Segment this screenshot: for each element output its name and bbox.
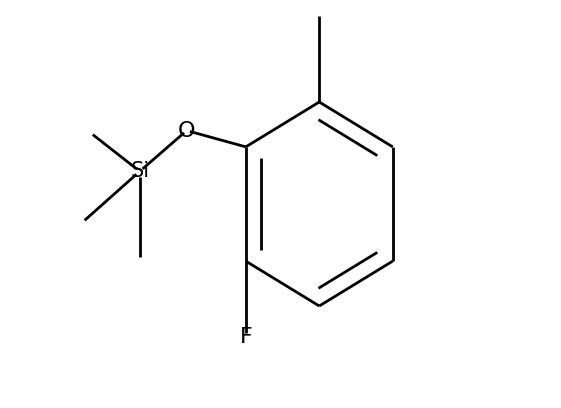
Text: O: O xyxy=(178,120,195,141)
Text: F: F xyxy=(240,326,252,347)
Text: Si: Si xyxy=(130,161,149,182)
